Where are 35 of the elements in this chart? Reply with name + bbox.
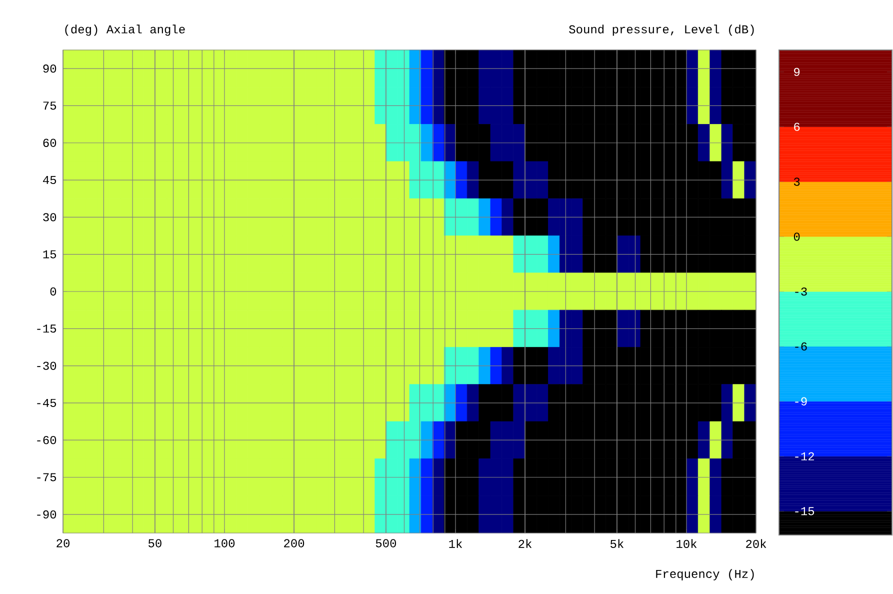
- x-tick-label: 100: [214, 539, 235, 548]
- y-tick-label: 75: [43, 102, 56, 110]
- color-bar-label: 3: [794, 178, 800, 186]
- x-tick-label: 200: [284, 539, 304, 548]
- y-tick-label: -30: [37, 362, 56, 370]
- color-bar-label: -3: [795, 287, 807, 296]
- y-tick-label: -45: [37, 398, 56, 407]
- y-tick-label: -75: [37, 473, 56, 482]
- x-tick-label: 20: [56, 539, 70, 548]
- y-axis-title: (deg) Axial angle: [65, 24, 185, 36]
- y-tick-label: -15: [37, 324, 56, 333]
- x-tick-label: 10k: [676, 539, 697, 548]
- color-bar-label: -12: [795, 452, 814, 460]
- color-bar-label: 9: [794, 68, 800, 76]
- y-tick-label: 90: [43, 64, 56, 73]
- x-tick-label: 1k: [449, 539, 462, 548]
- x-tick-label: 50: [148, 539, 162, 548]
- y-tick-label: 60: [43, 138, 56, 147]
- y-tick-label: 30: [43, 213, 56, 222]
- y-tick-label: 15: [43, 250, 56, 258]
- y-tick-label: 45: [43, 176, 56, 184]
- color-bar-label: -9: [795, 397, 807, 406]
- x-tick-label: 5k: [610, 539, 624, 548]
- color-bar-label: -15: [795, 507, 814, 516]
- color-bar-label: 6: [794, 122, 800, 131]
- x-axis-title: Frequency (Hz): [656, 569, 754, 580]
- color-bar-title: Sound pressure, Level (dB): [569, 24, 754, 36]
- x-tick-label: 20k: [746, 539, 766, 548]
- color-bar-label: 0: [794, 232, 800, 241]
- x-tick-label: 2k: [518, 539, 532, 548]
- y-tick-label: -60: [37, 436, 56, 444]
- color-bar-label: -6: [795, 342, 807, 351]
- y-tick-label: 0: [50, 287, 56, 296]
- y-tick-label: -90: [37, 510, 56, 518]
- x-tick-label: 500: [376, 539, 396, 548]
